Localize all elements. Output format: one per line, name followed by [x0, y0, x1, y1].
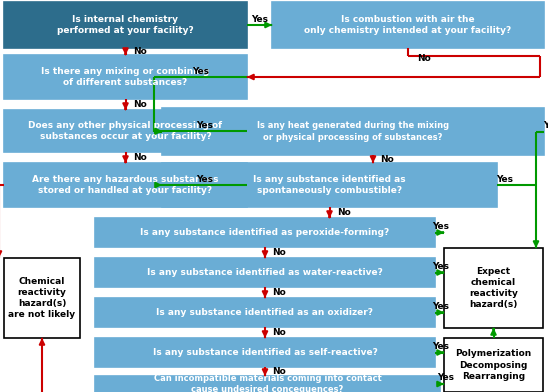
- Text: No: No: [133, 100, 146, 109]
- Text: Is any substance identified as
spontaneously combustible?: Is any substance identified as spontaneo…: [253, 175, 406, 195]
- Text: Yes: Yes: [544, 121, 548, 130]
- FancyBboxPatch shape: [4, 163, 247, 207]
- FancyBboxPatch shape: [162, 163, 497, 207]
- Text: Yes: Yes: [432, 302, 449, 311]
- Text: Can incompatible materials coming into contact
cause undesired concequences?: Can incompatible materials coming into c…: [153, 374, 381, 392]
- FancyBboxPatch shape: [4, 2, 247, 48]
- Text: Yes: Yes: [437, 374, 454, 383]
- Text: No: No: [272, 288, 286, 297]
- Text: Is any substance identified as self-reactive?: Is any substance identified as self-reac…: [152, 348, 378, 357]
- Text: Yes: Yes: [432, 222, 449, 231]
- Text: No: No: [272, 328, 286, 337]
- FancyBboxPatch shape: [4, 258, 80, 338]
- Text: Yes: Yes: [192, 67, 209, 76]
- Text: Yes: Yes: [196, 120, 213, 129]
- Text: No: No: [133, 47, 146, 56]
- Text: Is combustion with air the
only chemistry intended at your facility?: Is combustion with air the only chemistr…: [304, 15, 512, 35]
- FancyBboxPatch shape: [95, 258, 435, 287]
- Text: Polymerization
Decomposing
Rearranging: Polymerization Decomposing Rearranging: [455, 349, 532, 381]
- Text: Does any other physical processing of
substances occur at your facility?: Does any other physical processing of su…: [28, 121, 222, 141]
- Text: No: No: [133, 153, 146, 162]
- Text: Yes: Yes: [251, 15, 268, 24]
- Text: Is any heat generated during the mixing
or physical processing of substances?: Is any heat generated during the mixing …: [257, 122, 449, 142]
- FancyBboxPatch shape: [272, 2, 544, 48]
- Text: Is there any mixing or combining
of different substances?: Is there any mixing or combining of diff…: [42, 67, 210, 87]
- FancyBboxPatch shape: [95, 218, 435, 247]
- Text: No: No: [417, 53, 431, 62]
- Text: Is any substance identified as peroxide-forming?: Is any substance identified as peroxide-…: [140, 228, 390, 237]
- Text: No: No: [380, 154, 394, 163]
- FancyBboxPatch shape: [4, 55, 247, 99]
- Text: Chemical
reactivity
hazard(s)
are not likely: Chemical reactivity hazard(s) are not li…: [8, 277, 76, 319]
- Text: Yes: Yes: [432, 342, 449, 351]
- Text: Yes: Yes: [496, 174, 513, 183]
- Text: Are there any hazardous substances
stored or handled at your facility?: Are there any hazardous substances store…: [32, 175, 219, 195]
- FancyBboxPatch shape: [444, 248, 543, 328]
- FancyBboxPatch shape: [162, 108, 544, 155]
- Text: No: No: [336, 208, 350, 217]
- FancyBboxPatch shape: [95, 298, 435, 327]
- FancyBboxPatch shape: [95, 338, 435, 367]
- Text: Is internal chemistry
performed at your facility?: Is internal chemistry performed at your …: [57, 15, 194, 35]
- FancyBboxPatch shape: [95, 376, 440, 392]
- Text: Yes: Yes: [196, 174, 213, 183]
- FancyBboxPatch shape: [4, 110, 247, 152]
- Text: Expect
chemical
reactivity
hazard(s): Expect chemical reactivity hazard(s): [469, 267, 518, 309]
- Text: No: No: [272, 367, 286, 376]
- Text: No: No: [272, 248, 286, 257]
- Text: Yes: Yes: [432, 262, 449, 271]
- FancyBboxPatch shape: [444, 338, 543, 392]
- Text: Is any substance identified as water-reactive?: Is any substance identified as water-rea…: [147, 268, 383, 277]
- Text: Is any substance identified as an oxidizer?: Is any substance identified as an oxidiz…: [157, 308, 374, 317]
